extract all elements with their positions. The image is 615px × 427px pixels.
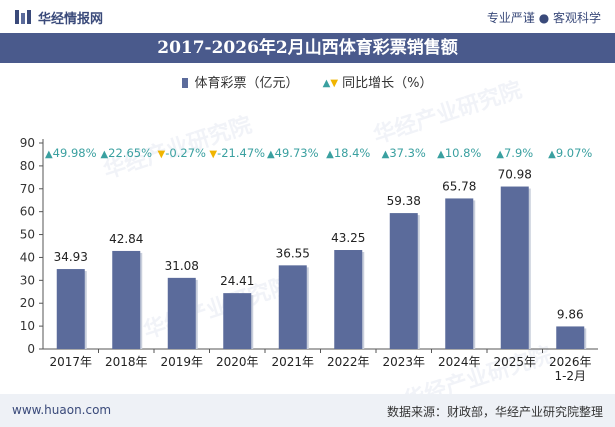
x-tick-label: 2020年 xyxy=(216,355,259,369)
x-tick-label: 2022年 xyxy=(327,355,370,369)
down-triangle-icon: ▼ xyxy=(209,149,217,160)
growth-value: 18.4% xyxy=(334,146,371,160)
up-triangle-icon: ▲ xyxy=(437,149,445,160)
legend-bars-label: 体育彩票（亿元） xyxy=(194,76,299,91)
up-triangle-icon: ▲ xyxy=(100,149,108,160)
legend-growth-label: 同比增长（%） xyxy=(342,76,433,91)
footer: www.huaon.com 数据来源：财政部，华经产业研究院整理 xyxy=(0,394,615,427)
x-tick-label: 2017年 xyxy=(49,355,92,369)
growth-label: ▼-0.27% xyxy=(158,146,206,160)
growth-value: -0.27% xyxy=(165,146,206,160)
bar xyxy=(112,250,141,349)
growth-label: ▲7.9% xyxy=(496,146,533,160)
brand-name: 华经情报网 xyxy=(38,12,104,27)
y-tick-label: 60 xyxy=(20,205,35,219)
legend: 体育彩票（亿元） ▲▼ 同比增长（%） xyxy=(0,72,615,92)
bar-value-label: 70.98 xyxy=(498,168,532,182)
up-triangle-icon: ▲ xyxy=(382,149,390,160)
y-tick-label: 90 xyxy=(20,136,35,150)
bar-value-label: 65.78 xyxy=(442,179,476,193)
growth-value: 9.07% xyxy=(556,146,593,160)
up-triangle-icon: ▲ xyxy=(322,78,331,89)
up-triangle-icon: ▲ xyxy=(267,149,275,160)
growth-value: 22.65% xyxy=(108,146,152,160)
growth-value: 7.9% xyxy=(504,146,533,160)
growth-label: ▲18.4% xyxy=(326,146,370,160)
growth-value: -21.47% xyxy=(217,146,265,160)
y-tick-label: 20 xyxy=(20,296,35,310)
footer-url: www.huaon.com xyxy=(12,403,112,417)
x-tick-label: 2018年 xyxy=(105,355,148,369)
growth-label: ▲9.07% xyxy=(548,146,592,160)
growth-label: ▲49.73% xyxy=(267,146,319,160)
x-tick-label: 2024年 xyxy=(438,355,481,369)
growth-value: 49.73% xyxy=(275,146,319,160)
growth-value: 10.8% xyxy=(445,146,482,160)
bar-value-label: 31.08 xyxy=(165,259,199,273)
bar-value-label: 43.25 xyxy=(331,231,365,245)
footer-source: 数据来源：财政部，华经产业研究院整理 xyxy=(386,405,603,419)
growth-label: ▲10.8% xyxy=(437,146,481,160)
bar xyxy=(500,186,529,349)
y-tick-label: 10 xyxy=(20,319,35,333)
y-tick-label: 40 xyxy=(20,250,35,264)
x-tick-label: 2025年 xyxy=(493,355,536,369)
bar-value-label: 34.93 xyxy=(54,250,88,264)
up-triangle-icon: ▲ xyxy=(45,149,53,160)
growth-value: 37.3% xyxy=(389,146,426,160)
up-triangle-icon: ▲ xyxy=(326,149,334,160)
bar xyxy=(56,269,85,349)
logo-icon xyxy=(15,10,31,24)
growth-label: ▲22.65% xyxy=(100,146,152,160)
bar-value-label: 36.55 xyxy=(276,246,310,260)
x-tick-label: 2019年 xyxy=(160,355,203,369)
down-triangle-icon: ▼ xyxy=(158,149,166,160)
bar xyxy=(389,213,418,349)
growth-label: ▼-21.47% xyxy=(209,146,265,160)
up-triangle-icon: ▲ xyxy=(548,149,556,160)
y-tick-label: 50 xyxy=(20,228,35,242)
slogan: 专业严谨 ● 客观科学 xyxy=(486,11,601,25)
chart-title: 2017-2026年2月山西体育彩票销售额 xyxy=(0,33,615,63)
bar-value-label: 24.41 xyxy=(220,274,254,288)
bar xyxy=(556,326,585,349)
growth-value: 49.98% xyxy=(53,146,97,160)
up-triangle-icon: ▲ xyxy=(496,149,504,160)
top-bar: 华经情报网 专业严谨 ● 客观科学 xyxy=(0,0,615,33)
bar xyxy=(445,198,474,349)
legend-item-bars: 体育彩票（亿元） xyxy=(182,72,298,91)
bar xyxy=(167,277,196,349)
x-tick-label: 1-2月 xyxy=(554,369,586,383)
bar-value-label: 9.86 xyxy=(557,307,584,321)
bar-value-label: 59.38 xyxy=(387,194,421,208)
x-tick-label: 2021年 xyxy=(271,355,314,369)
bar-swatch-icon xyxy=(182,78,189,88)
y-tick-label: 70 xyxy=(20,182,35,196)
bar xyxy=(334,250,363,349)
y-tick-label: 0 xyxy=(27,342,35,356)
bar xyxy=(278,265,307,349)
down-triangle-icon: ▼ xyxy=(330,78,339,89)
growth-label: ▲37.3% xyxy=(382,146,426,160)
y-tick-label: 30 xyxy=(20,273,35,287)
y-tick-label: 80 xyxy=(20,159,35,173)
legend-item-growth: ▲▼ 同比增长（%） xyxy=(323,72,433,91)
bar-value-label: 42.84 xyxy=(109,232,143,246)
x-tick-label: 2023年 xyxy=(382,355,425,369)
x-tick-label: 2026年 xyxy=(549,355,592,369)
bar xyxy=(223,293,252,349)
growth-label: ▲49.98% xyxy=(45,146,97,160)
